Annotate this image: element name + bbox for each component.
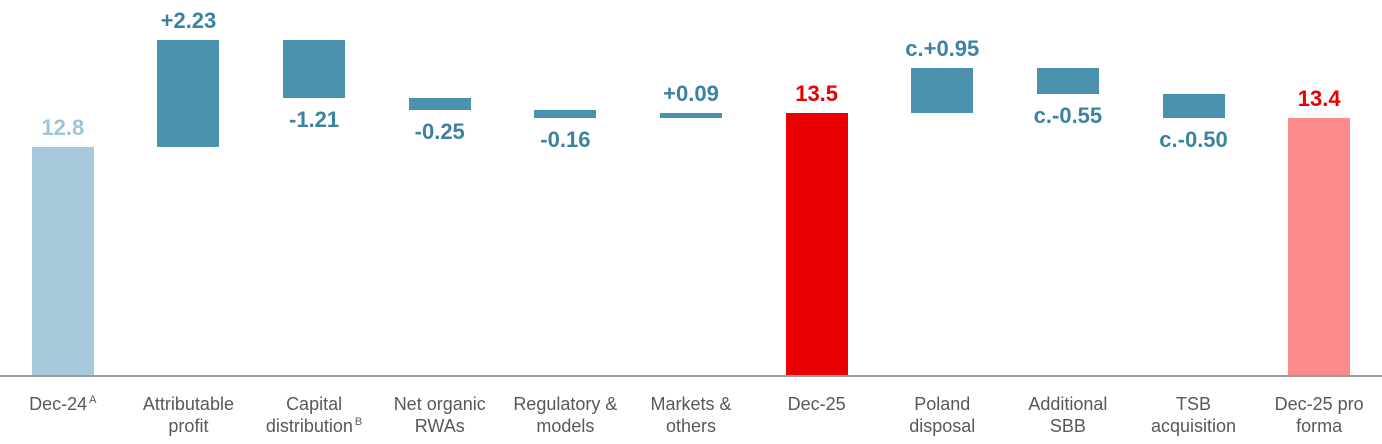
category-label-line: disposal: [909, 416, 976, 436]
value-label-dec-25: 13.5: [795, 81, 839, 107]
bar-poland-disposal: [911, 67, 974, 114]
category-label-line: Poland: [914, 394, 971, 414]
category-label-line: SBB: [1049, 416, 1086, 436]
category-label-additional-sbb: Additional SBB: [1005, 393, 1131, 437]
bar-regulatory-models: [534, 110, 597, 118]
category-label-line: Net organic: [393, 394, 486, 414]
value-label-attributable-profit: +2.23: [160, 7, 217, 33]
category-label-tsb-acquisition: TSB acquisition: [1131, 393, 1257, 437]
category-label-line: Dec-25 pro: [1274, 394, 1364, 414]
category-label-line: others: [665, 416, 716, 436]
category-label-net-organic-rwas: Net organic RWAs: [377, 393, 503, 437]
category-label-line: Capital: [286, 394, 343, 414]
category-label-line: Regulatory &: [513, 394, 618, 414]
category-label-line: Additional: [1028, 394, 1108, 414]
category-label-line: acquisition: [1151, 416, 1237, 436]
value-label-dec-24: 12.8: [41, 115, 85, 140]
category-label-line: distribution B: [265, 416, 363, 436]
category-footnote-marker: A: [89, 394, 97, 406]
category-label-line: models: [536, 416, 595, 436]
category-label-poland-disposal: Poland disposal: [879, 393, 1005, 437]
category-axis: Dec-24 A Attributable profit Capital distribu…: [0, 393, 1382, 444]
value-label-regulatory-models: -0.16: [540, 126, 591, 152]
value-label-capital-distribution: -1.21: [289, 107, 340, 133]
category-label-line: forma: [1296, 416, 1343, 436]
bar-attributable-profit: [157, 39, 220, 147]
category-label-line: Dec-25: [787, 394, 846, 414]
x-axis-line: [0, 375, 1382, 377]
category-label-line: Dec-24 A: [29, 394, 97, 414]
value-label-dec-25-pro-forma: 13.4: [1297, 86, 1341, 112]
category-label-line: profit: [168, 416, 209, 436]
category-label-dec-24: Dec-24 A: [0, 393, 126, 415]
category-label-line: Markets &: [650, 394, 732, 414]
category-label-line: TSB: [1176, 394, 1212, 414]
category-label-line: RWAs: [414, 416, 465, 436]
value-label-markets-others: +0.09: [663, 81, 719, 107]
category-label-capital-distribution: Capital distribution B: [251, 393, 377, 437]
value-label-poland-disposal: c.+0.95: [905, 35, 980, 61]
bar-dec-25-pro-forma: [1288, 118, 1351, 376]
category-label-attributable-profit: Attributable profit: [126, 393, 252, 437]
bar-dec-25: [785, 113, 848, 376]
bar-dec-24: [31, 147, 94, 376]
category-label-regulatory-models: Regulatory & models: [503, 393, 629, 437]
value-label-net-organic-rwas: -0.25: [414, 119, 465, 145]
category-label-line: Attributable: [142, 394, 234, 414]
bar-markets-others: [660, 113, 722, 118]
value-label-additional-sbb: c.-0.55: [1033, 103, 1103, 129]
bar-capital-distribution: [283, 39, 346, 99]
value-label-tsb-acquisition: c.-0.50: [1159, 127, 1228, 153]
category-label-dec-25: Dec-25: [754, 393, 880, 415]
bar-net-organic-rwas: [408, 98, 471, 111]
bar-additional-sbb: [1036, 67, 1099, 95]
category-label-markets-others: Markets & others: [628, 393, 754, 437]
category-footnote-marker: B: [354, 416, 363, 428]
category-label-dec-25-pro-forma: Dec-25 pro forma: [1256, 393, 1382, 437]
plot-area: 12.8 +2.23 -1.21 -0.25 -0.16 +0.09 13.5 c.+0.95…: [31, 7, 1351, 376]
bar-tsb-acquisition: [1162, 94, 1225, 119]
